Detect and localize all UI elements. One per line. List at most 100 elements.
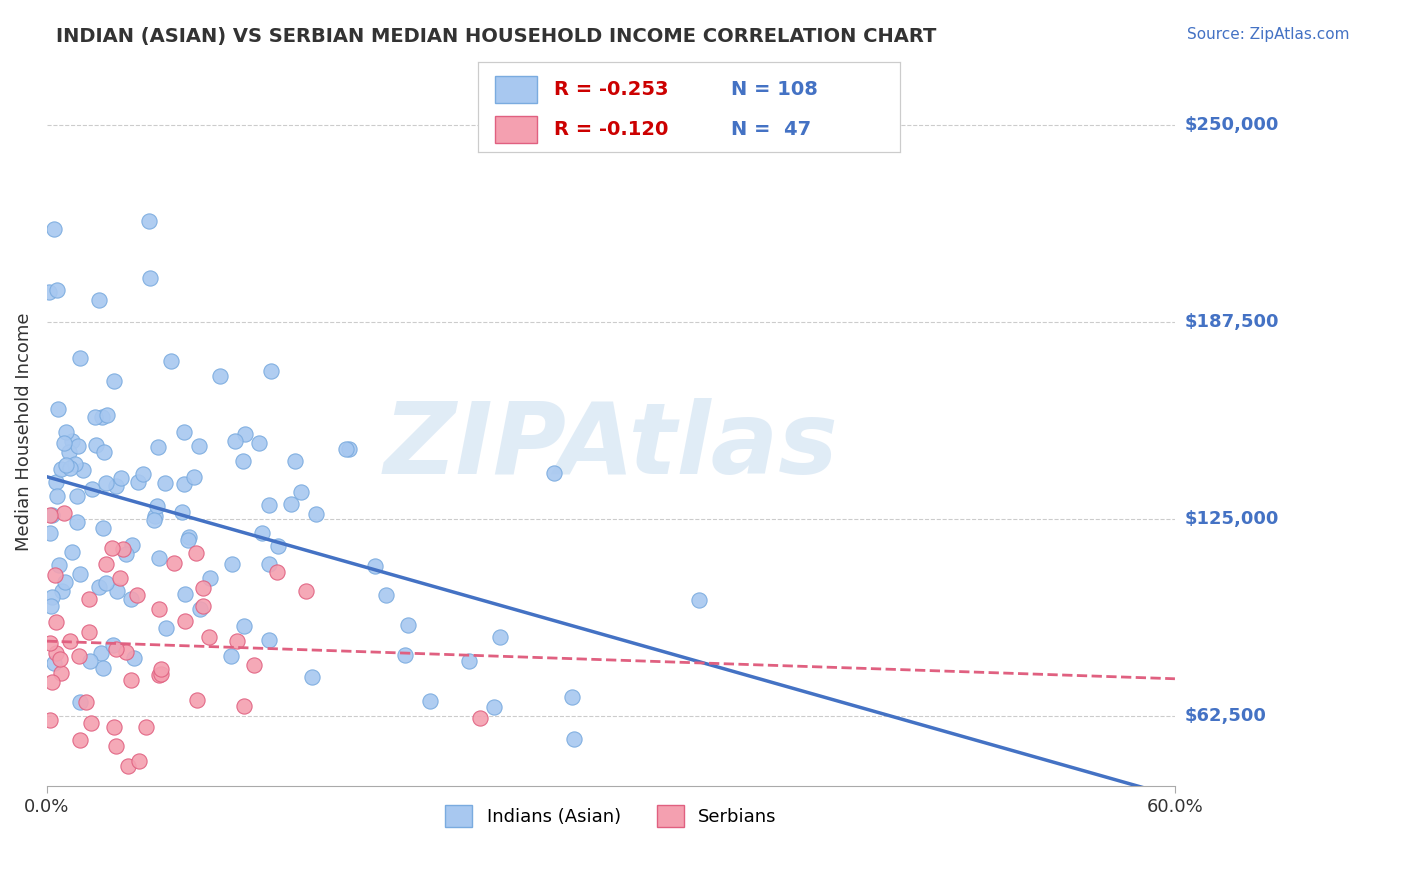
Point [104,739,127,753]
Text: $125,000: $125,000 [1184,509,1278,528]
Point [146,440,169,454]
Point [396,618,419,632]
Point [67,649,90,664]
Point [41,674,63,689]
Point [233,699,256,714]
Text: INDIAN (ASIAN) VS SERBIAN MEDIAN HOUSEHOLD INCOME CORRELATION CHART: INDIAN (ASIAN) VS SERBIAN MEDIAN HOUSEHO… [56,27,936,45]
Point [39,508,62,522]
Point [90,410,112,425]
Point [87,580,110,594]
Point [191,581,214,595]
Point [127,475,149,489]
Text: $187,500: $187,500 [1184,313,1279,331]
Point [149,666,172,681]
Point [155,621,177,635]
Point [101,541,124,555]
Point [259,498,281,512]
Point [72,463,94,477]
Point [86,438,108,452]
Point [170,505,193,519]
Point [233,426,256,441]
Point [232,454,254,468]
Point [188,439,211,453]
Point [284,454,307,468]
Point [77,625,100,640]
Point [243,657,266,672]
Point [457,654,479,668]
Point [45,646,67,660]
Point [115,548,138,562]
Point [77,591,100,606]
Point [112,541,135,556]
Point [174,615,197,629]
Point [91,521,114,535]
Text: R = -0.253: R = -0.253 [554,79,668,99]
Point [142,513,165,527]
Point [53,435,76,450]
Point [138,271,160,285]
Y-axis label: Median Household Income: Median Household Income [15,313,32,551]
Point [191,599,214,613]
Legend: Indians (Asian), Serbians: Indians (Asian), Serbians [437,797,785,834]
Point [163,557,186,571]
Point [174,587,197,601]
Point [104,479,127,493]
Point [69,695,91,709]
Point [38,285,60,299]
Point [179,530,201,544]
Point [46,489,69,503]
Point [232,619,254,633]
Text: N =  47: N = 47 [731,120,811,139]
Point [562,732,585,747]
Point [135,720,157,734]
Point [107,584,129,599]
Point [221,557,243,571]
Point [63,457,86,471]
Point [41,508,63,523]
Point [470,711,492,725]
Point [45,475,67,489]
Point [80,716,103,731]
Point [94,475,117,490]
Point [266,566,288,580]
Point [128,754,150,768]
Point [267,539,290,553]
Point [110,571,132,585]
Point [374,588,396,602]
FancyBboxPatch shape [495,116,537,143]
Point [55,574,77,589]
Point [51,583,73,598]
Point [145,508,167,523]
Point [103,720,125,734]
Point [122,651,145,665]
Point [115,645,138,659]
Point [69,733,91,747]
Point [45,283,67,297]
Point [48,401,70,416]
Point [186,693,208,707]
Point [69,566,91,581]
Point [105,641,128,656]
Point [41,591,63,605]
Text: ZIPAtlas: ZIPAtlas [384,398,838,495]
Point [49,665,72,680]
Point [224,434,246,448]
Point [148,602,170,616]
Point [39,525,62,540]
Point [200,571,222,585]
Point [60,545,83,559]
Text: $62,500: $62,500 [1184,706,1267,724]
Point [66,489,89,503]
Point [75,695,97,709]
Text: R = -0.120: R = -0.120 [554,120,668,139]
Point [225,634,247,648]
Point [364,559,387,574]
Point [48,652,70,666]
Point [55,458,77,472]
Point [94,558,117,572]
Point [188,602,211,616]
Point [153,475,176,490]
Point [186,546,208,560]
Point [94,576,117,591]
Point [488,630,510,644]
